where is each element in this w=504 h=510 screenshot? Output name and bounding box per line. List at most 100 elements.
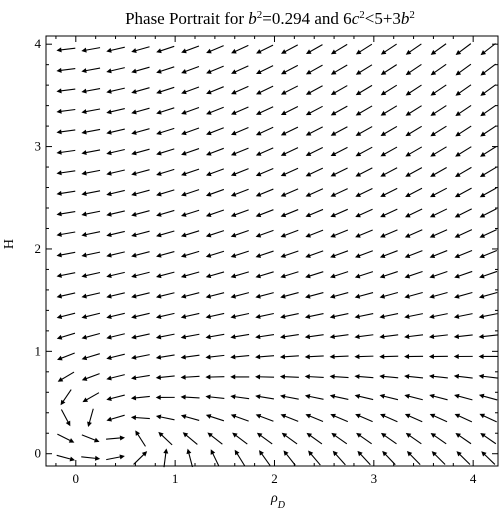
vector-arrow [430,125,447,137]
y-tick-label: 3 [35,139,42,154]
vector-arrow [379,271,398,279]
vector-arrow [453,373,473,379]
vector-arrow [480,104,497,117]
vector-arrow [206,86,224,95]
vector-arrow [280,85,299,95]
vector-arrow [131,128,150,135]
vector-arrow [330,64,348,75]
vector-arrow [404,373,424,379]
vector-arrow [180,312,200,319]
vector-arrow [455,104,472,117]
vector-arrow [156,189,175,197]
vector-arrow [308,450,321,466]
vector-arrow [429,291,448,299]
vector-arrow [356,432,372,445]
vector-arrow [255,126,274,136]
chart-title-part: =0.294 and 6 [262,9,351,28]
vector-arrow [305,188,324,197]
vector-arrow [279,354,299,360]
vector-arrow [330,167,348,177]
vector-arrow [280,188,299,197]
vector-arrow [280,292,299,299]
vector-arrow [255,374,275,380]
vector-arrow [182,432,198,445]
vector-arrow [181,148,200,156]
vector-arrow [230,229,249,238]
vector-arrow [429,250,448,259]
vector-arrow [305,292,324,299]
vector-arrow [354,292,374,299]
vector-arrow [87,408,94,428]
vector-arrow [429,393,448,401]
vector-arrow [280,250,299,258]
vector-arrow [106,67,125,74]
vector-arrow [255,250,274,258]
vector-arrow [478,393,498,401]
vector-arrow [430,63,447,76]
chart-title-part: c [352,9,360,28]
vector-arrow [404,413,423,423]
vector-arrow [57,352,75,361]
vector-arrow [428,373,448,379]
vector-arrow [405,43,422,55]
vector-arrow [181,189,200,197]
vector-arrow [205,209,225,217]
x-tick-label: 1 [172,471,179,486]
vector-arrow [479,249,498,259]
vector-arrow [428,334,448,339]
vector-arrow [81,108,101,115]
vector-arrow [454,187,472,198]
vector-arrow [255,312,274,319]
vector-arrow [131,333,150,340]
chart-title-part: 2 [359,9,365,21]
vector-arrow [304,354,324,360]
vector-arrow [455,125,472,137]
vector-arrow [357,450,371,466]
vector-arrow [404,250,423,259]
vector-arrow [354,334,374,340]
vector-arrow [330,105,348,116]
vector-arrow [230,414,249,422]
vector-arrow [156,45,175,54]
vector-arrow [305,229,324,238]
vector-arrow [280,147,299,156]
vector-arrow [305,126,323,136]
vector-arrow [81,434,100,443]
vector-arrow [454,250,473,259]
vector-arrow [60,409,71,427]
vector-arrow [453,333,473,339]
x-axis-label-subscript: D [277,500,286,510]
vector-arrow [379,291,399,299]
vector-arrow [478,373,498,379]
vector-arrow [329,334,349,340]
vector-arrow [106,333,125,340]
vector-arrow [106,312,125,319]
vector-arrow [430,187,448,198]
vector-arrow [430,105,447,116]
vector-arrow [230,188,249,197]
vector-arrow [405,125,422,137]
vector-arrow [81,353,100,361]
vector-arrow [255,394,275,400]
vector-arrow [379,393,399,401]
vector-arrow [429,229,448,238]
vector-arrow [455,146,472,157]
vector-arrow [106,108,125,115]
y-axis-label: H [2,239,17,249]
vector-arrow [81,312,101,320]
chart-title-part: b [248,9,257,28]
vector-arrow [404,208,423,218]
vector-arrow [405,432,422,445]
vector-arrow [180,271,200,279]
vector-arrow [155,374,175,380]
vector-arrow [135,430,146,447]
vector-arrow [230,106,249,115]
vector-arrow [155,394,175,400]
vector-arrow [57,371,75,382]
vector-arrow [304,394,324,400]
vector-arrow [256,432,273,445]
vector-arrow [206,45,224,54]
vector-arrow [230,147,249,156]
vector-arrow [281,44,299,54]
vector-arrow [255,147,274,156]
